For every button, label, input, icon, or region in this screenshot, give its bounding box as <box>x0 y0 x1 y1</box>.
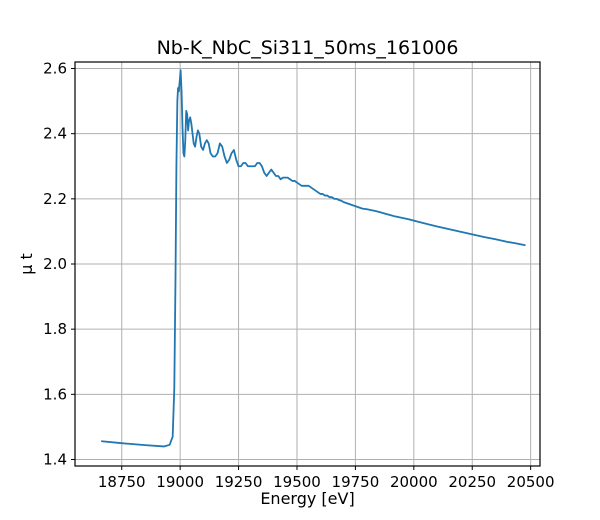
y-tick-label: 2.2 <box>43 190 67 208</box>
plot-series <box>100 69 526 448</box>
y-tick-label: 1.6 <box>43 385 67 403</box>
chart-title: Nb-K_NbC_Si311_50ms_161006 <box>157 37 459 59</box>
x-tick-label: 19500 <box>273 473 321 491</box>
y-tick-label: 1.4 <box>43 450 67 468</box>
y-tick-label: 2.6 <box>43 60 67 78</box>
x-tick-label: 20500 <box>507 473 555 491</box>
series-line <box>100 69 526 448</box>
x-tick-label: 20250 <box>448 473 496 491</box>
x-axis-label: Energy [eV] <box>260 489 354 508</box>
y-axis-label: μ t <box>17 253 36 275</box>
x-tick-label: 20000 <box>390 473 438 491</box>
x-tick-label: 19250 <box>215 473 263 491</box>
x-tick-label: 18750 <box>98 473 146 491</box>
x-tick-label: 19000 <box>156 473 204 491</box>
y-tick-label: 2.4 <box>43 125 67 143</box>
grid <box>75 62 540 466</box>
y-tick-label: 2.0 <box>43 255 67 273</box>
y-tick-label: 1.8 <box>43 320 67 338</box>
x-tick-label: 19750 <box>332 473 380 491</box>
axis-ticks: 18750 19000 19250 19500 19750 20000 20250 20500… <box>43 60 554 491</box>
